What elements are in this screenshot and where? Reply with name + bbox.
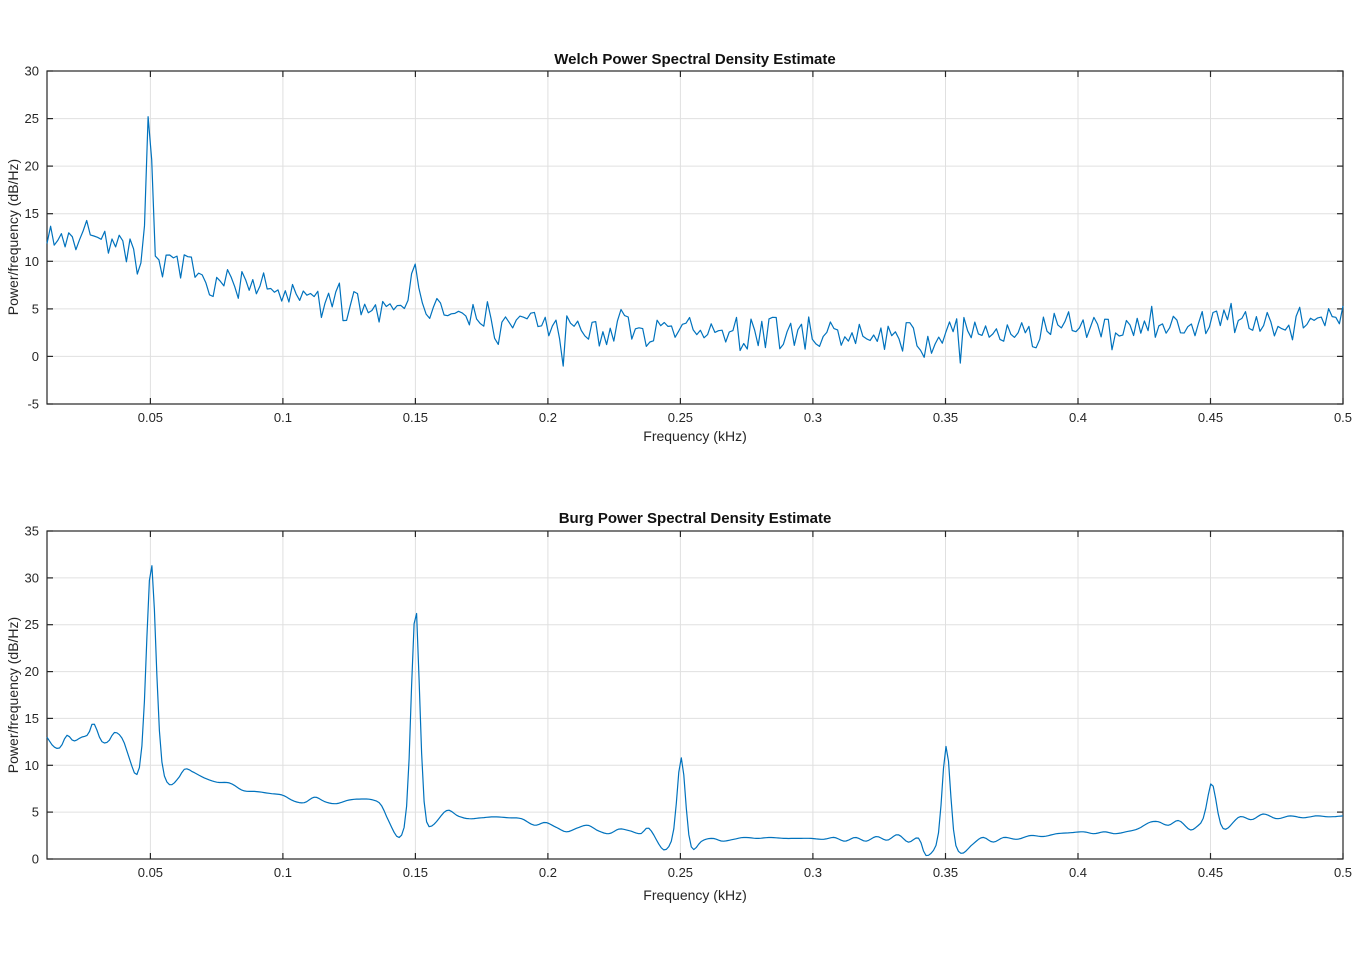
x-tick-label: 0.2 bbox=[539, 865, 557, 880]
x-tick-label: 0.1 bbox=[274, 865, 292, 880]
x-tick-label: 0.15 bbox=[403, 865, 428, 880]
x-tick-label: 0.5 bbox=[1334, 410, 1352, 425]
y-tick-label: -5 bbox=[27, 397, 39, 412]
x-tick-label: 0.15 bbox=[403, 410, 428, 425]
y-tick-label: 30 bbox=[25, 570, 39, 585]
y-tick-label: 0 bbox=[32, 852, 39, 867]
burg-chart-title: Burg Power Spectral Density Estimate bbox=[558, 510, 832, 527]
x-tick-label: 0.25 bbox=[668, 865, 693, 880]
welch-psd-panel: 0.05 0.1 0.15 0.2 0.25 0.3 0.35 0.4 0.45 0.5 -5 0 5 1… bbox=[25, 64, 1353, 426]
x-tick-label: 0.35 bbox=[933, 865, 958, 880]
welch-chart-title: Welch Power Spectral Density Estimate bbox=[554, 51, 836, 68]
welch-y-axis-label: Power/frequency (dB/Hz) bbox=[5, 158, 21, 316]
y-tick-label: 20 bbox=[25, 664, 39, 679]
y-tick-label: 20 bbox=[25, 159, 39, 174]
y-tick-label: 30 bbox=[25, 64, 39, 79]
x-tick-label: 0.35 bbox=[933, 410, 958, 425]
x-tick-label: 0.2 bbox=[539, 410, 557, 425]
axes-box bbox=[46, 530, 1344, 860]
x-tick-label: 0.05 bbox=[138, 865, 163, 880]
x-tick-label: 0.5 bbox=[1334, 865, 1352, 880]
burg-y-axis-label: Power/frequency (dB/Hz) bbox=[5, 616, 21, 774]
x-tick-label: 0.3 bbox=[804, 410, 822, 425]
x-tick-label: 0.25 bbox=[668, 410, 693, 425]
x-tick-label: 0.1 bbox=[274, 410, 292, 425]
x-tick-label: 0.4 bbox=[1069, 865, 1087, 880]
welch-psd-trace bbox=[46, 116, 1344, 367]
x-tick-label: 0.3 bbox=[804, 865, 822, 880]
y-tick-label: 5 bbox=[32, 805, 39, 820]
burg-psd-trace bbox=[46, 565, 1344, 857]
x-tick-label: 0.45 bbox=[1198, 410, 1223, 425]
y-tick-label: 15 bbox=[25, 206, 39, 221]
y-tick-label: 25 bbox=[25, 111, 39, 126]
y-tick-label: 25 bbox=[25, 617, 39, 632]
y-tick-label: 15 bbox=[25, 711, 39, 726]
axes-box bbox=[46, 70, 1344, 405]
burg-x-axis-label: Frequency (kHz) bbox=[643, 887, 747, 903]
y-tick-label: 10 bbox=[25, 254, 39, 269]
burg-psd-panel: 0.05 0.1 0.15 0.2 0.25 0.3 0.35 0.4 0.45 0.5 0 5 10 1… bbox=[25, 524, 1353, 881]
x-tick-label: 0.4 bbox=[1069, 410, 1087, 425]
welch-x-axis-label: Frequency (kHz) bbox=[643, 428, 747, 444]
x-tick-label: 0.05 bbox=[138, 410, 163, 425]
y-tick-label: 10 bbox=[25, 758, 39, 773]
y-tick-label: 35 bbox=[25, 524, 39, 539]
x-tick-label: 0.45 bbox=[1198, 865, 1223, 880]
y-tick-label: 5 bbox=[32, 301, 39, 316]
y-tick-label: 0 bbox=[32, 349, 39, 364]
